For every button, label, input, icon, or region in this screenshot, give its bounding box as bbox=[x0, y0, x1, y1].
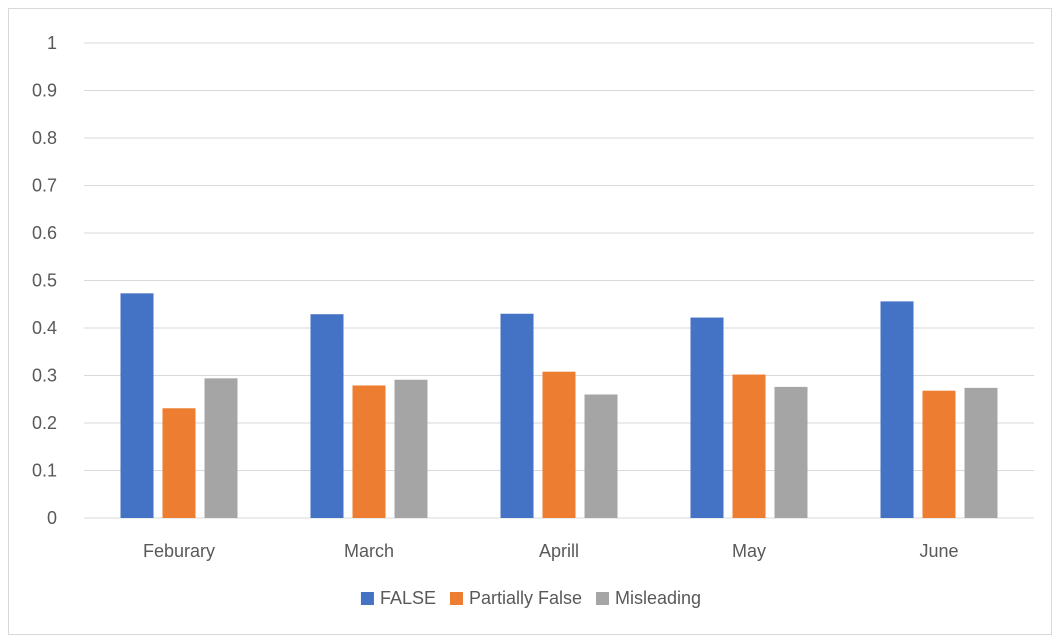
bar-chart: 0 0.1 0.2 0.3 0.4 0.5 0.6 0.7 0.8 0.9 1 Feburary Ma… bbox=[32, 33, 1034, 608]
x-tick-label: Aprill bbox=[539, 541, 579, 561]
y-tick-label: 0.8 bbox=[32, 128, 57, 148]
y-tick-label: 0.6 bbox=[32, 223, 57, 243]
bar-partially-false-may bbox=[732, 374, 766, 518]
y-tick-label: 0.7 bbox=[32, 176, 57, 196]
bar-partially-false-june bbox=[922, 390, 956, 518]
bar-misleading-aprill bbox=[584, 394, 618, 518]
y-tick-label: 0.5 bbox=[32, 271, 57, 291]
bars bbox=[120, 293, 998, 518]
bar-false-aprill bbox=[500, 313, 534, 518]
x-tick-label: May bbox=[732, 541, 766, 561]
legend-label-partially-false: Partially False bbox=[469, 588, 582, 608]
bar-false-march bbox=[310, 314, 344, 518]
legend-label-misleading: Misleading bbox=[615, 588, 701, 608]
bar-partially-false-aprill bbox=[542, 371, 576, 518]
bar-false-feburary bbox=[120, 293, 154, 518]
legend-swatch-false bbox=[360, 592, 374, 605]
legend-swatch-partially-false bbox=[449, 592, 463, 605]
bar-misleading-june bbox=[964, 387, 998, 518]
y-tick-label: 0.9 bbox=[32, 81, 57, 101]
legend-swatch-misleading bbox=[596, 592, 610, 605]
bar-misleading-feburary bbox=[204, 378, 238, 518]
bar-false-june bbox=[880, 301, 914, 518]
y-tick-label: 0 bbox=[47, 508, 57, 528]
bar-false-may bbox=[690, 317, 724, 518]
bar-partially-false-march bbox=[352, 385, 386, 518]
bar-partially-false-feburary bbox=[162, 408, 196, 518]
bar-misleading-may bbox=[774, 386, 808, 518]
x-tick-label: June bbox=[919, 541, 958, 561]
y-tick-label: 0.4 bbox=[32, 318, 57, 338]
y-axis-tick-labels: 0 0.1 0.2 0.3 0.4 0.5 0.6 0.7 0.8 0.9 1 bbox=[32, 33, 57, 528]
gridlines bbox=[84, 42, 1034, 519]
y-tick-label: 1 bbox=[47, 33, 57, 53]
chart-frame: 0 0.1 0.2 0.3 0.4 0.5 0.6 0.7 0.8 0.9 1 Feburary Ma… bbox=[8, 8, 1052, 635]
y-tick-label: 0.1 bbox=[32, 461, 57, 481]
y-tick-label: 0.2 bbox=[32, 413, 57, 433]
x-tick-label: Feburary bbox=[143, 541, 215, 561]
x-axis-tick-labels: Feburary March Aprill May June bbox=[143, 541, 959, 561]
bar-misleading-march bbox=[394, 379, 428, 518]
legend: FALSE Partially False Misleading bbox=[360, 588, 701, 608]
y-tick-label: 0.3 bbox=[32, 366, 57, 386]
legend-label-false: FALSE bbox=[380, 588, 436, 608]
x-tick-label: March bbox=[344, 541, 394, 561]
